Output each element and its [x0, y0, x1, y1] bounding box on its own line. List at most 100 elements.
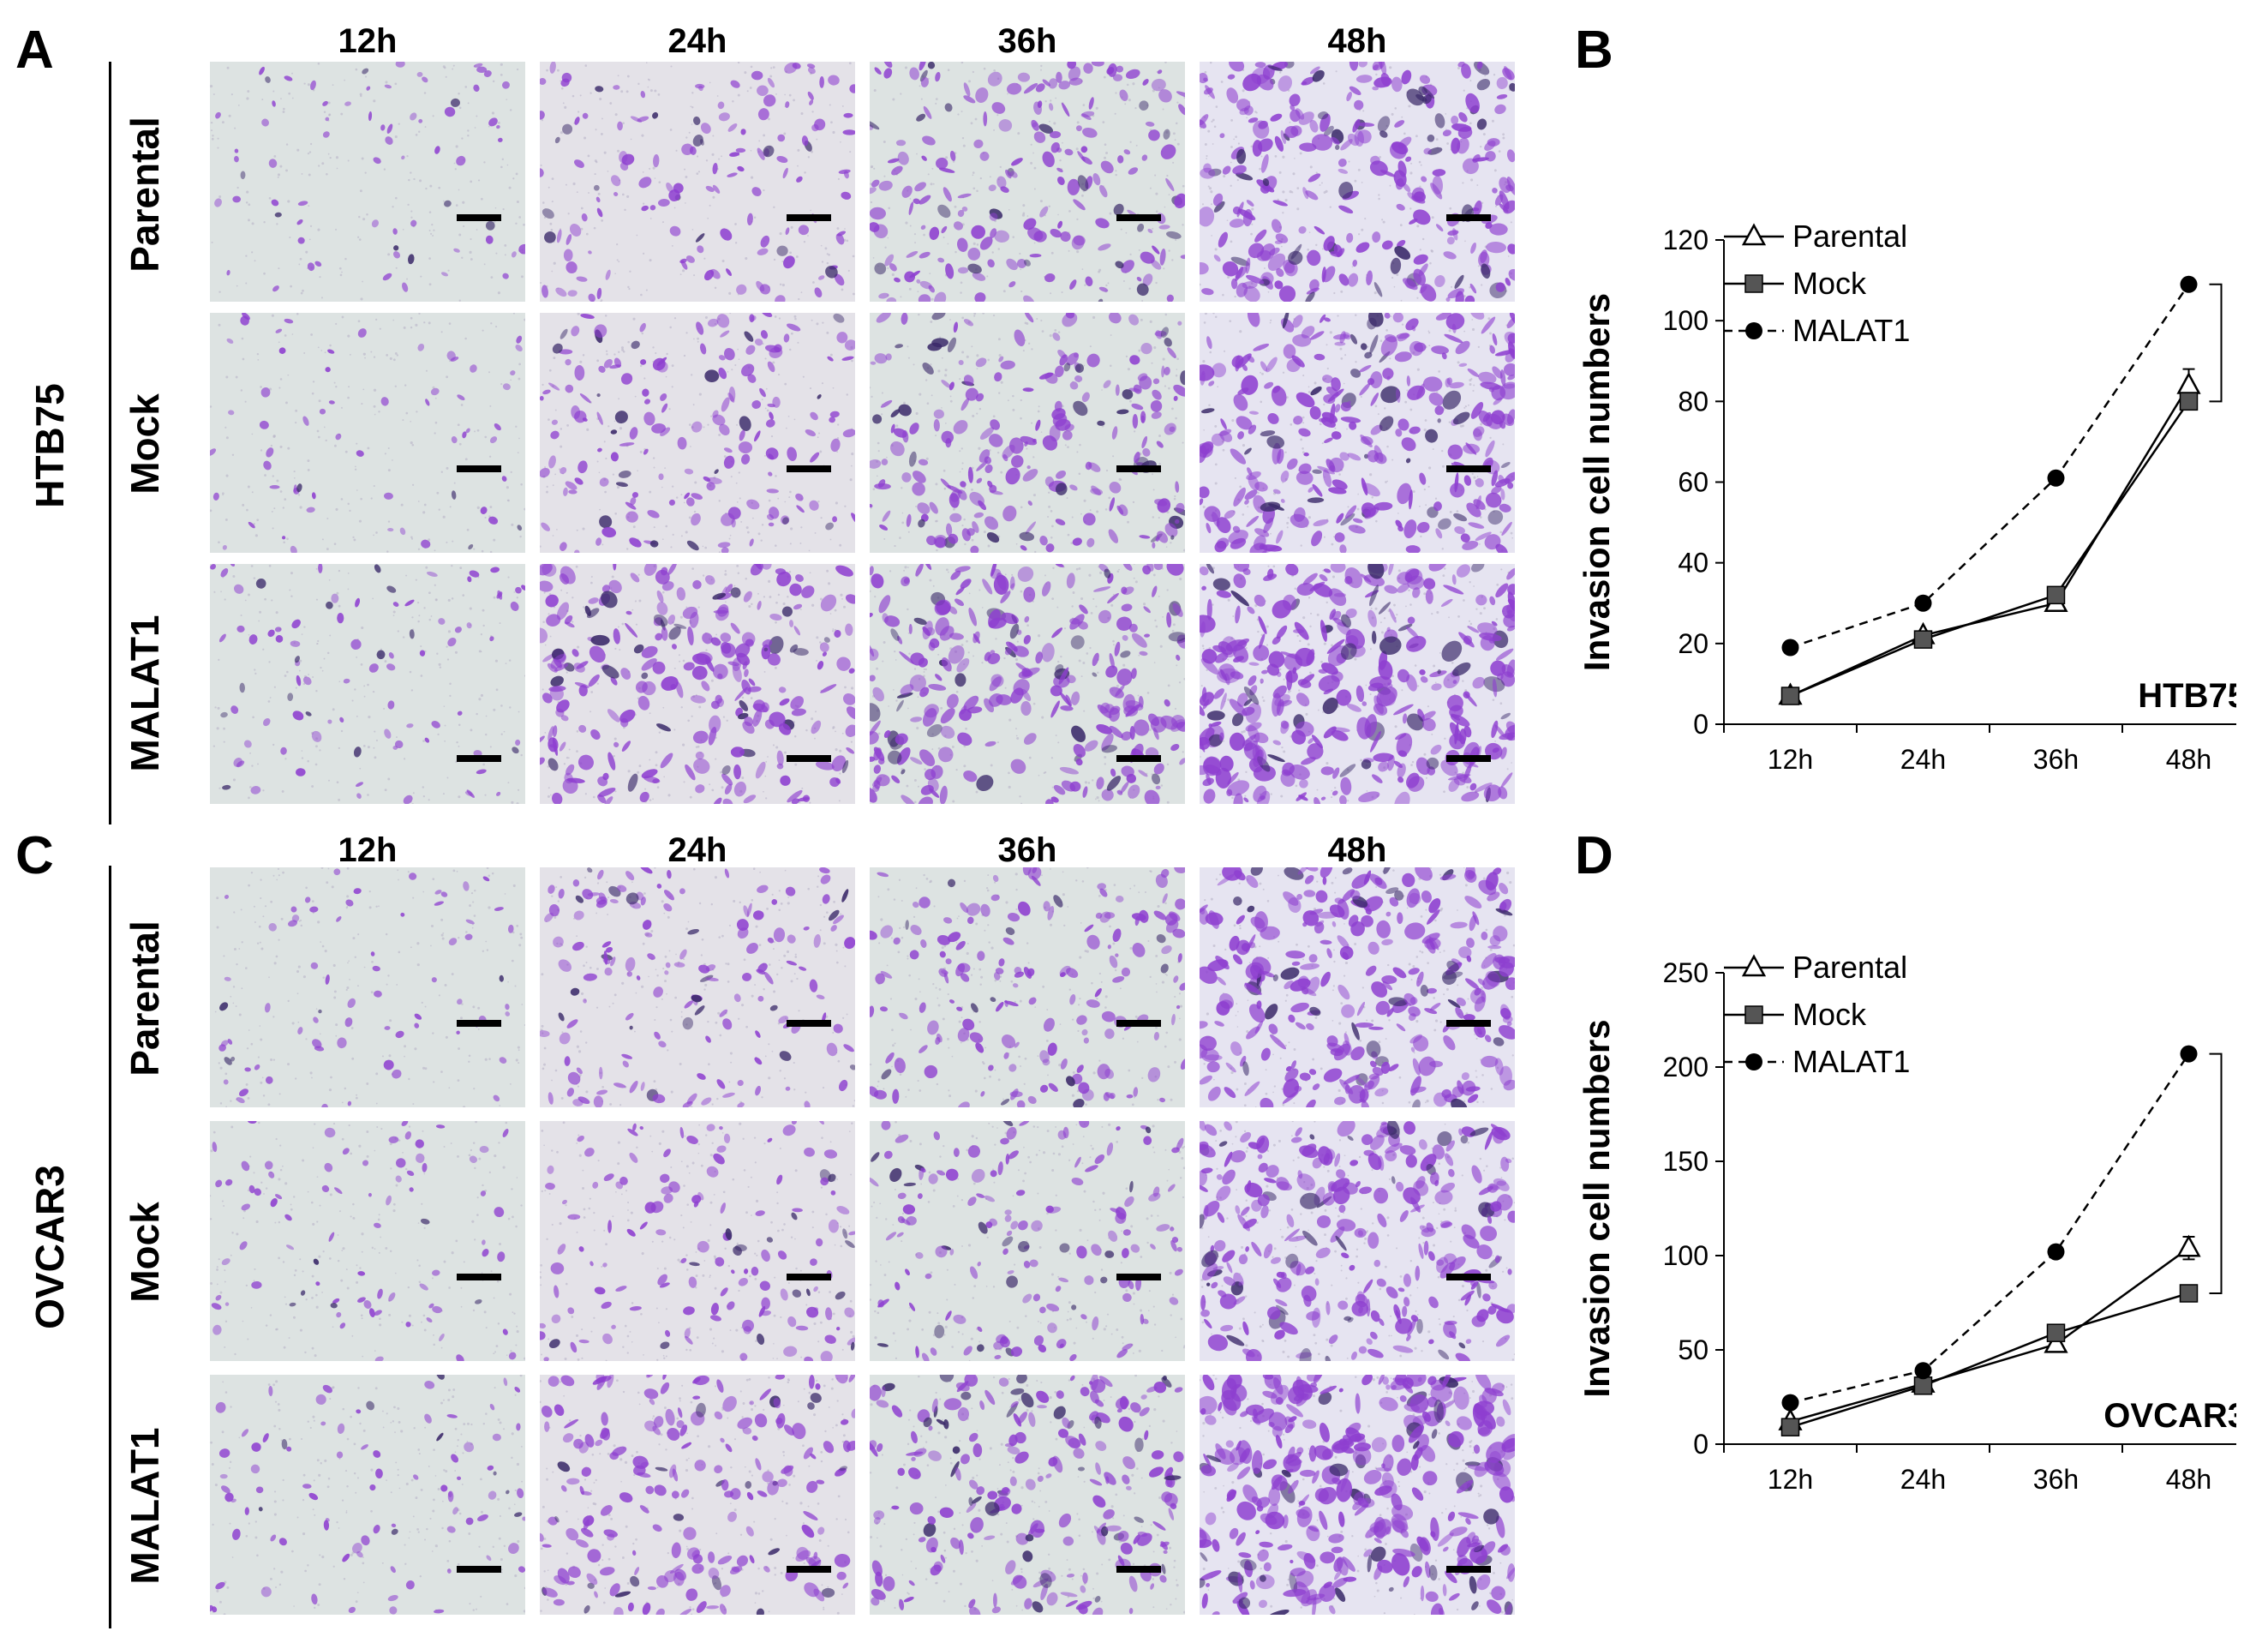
chart-htb75: 0 20 40 60 80 100 120 12h 24h 36h 48h Invasion cell…	[1577, 219, 2236, 775]
micrograph-htb75-parental-48h	[1200, 62, 1515, 302]
scale-bar	[787, 1274, 831, 1280]
legend-label-mock: Mock	[1792, 997, 1867, 1032]
micrograph-ovcar3-parental-24h	[540, 867, 855, 1107]
panel-letter-b: B	[1575, 21, 1613, 80]
panel-letter-d: D	[1575, 826, 1613, 885]
scale-bar	[457, 465, 501, 472]
data-point-malat1-48h	[2180, 275, 2198, 293]
time-header-c-48h: 48h	[1327, 831, 1387, 869]
micrograph-htb75-malat1-24h	[540, 564, 855, 804]
row-label-a-parental: Parental	[123, 117, 167, 273]
legend-label-parental: Parental	[1792, 950, 1907, 985]
scale-bar	[457, 1274, 501, 1280]
row-label-c-malat1: MALAT1	[123, 1427, 167, 1585]
series-line-parental	[1789, 384, 2190, 698]
scale-bar	[1446, 755, 1491, 762]
legend-label-mock: Mock	[1792, 266, 1867, 301]
micrograph-htb75-mock-48h	[1200, 313, 1515, 553]
data-point-malat1-24h	[1914, 1362, 1932, 1380]
time-header-a-48h: 48h	[1327, 22, 1387, 60]
series-line-malat1	[1790, 1052, 2190, 1404]
section-divider-a	[109, 62, 111, 824]
y-tick-label: 80	[1678, 386, 1708, 417]
data-point-mock-24h	[1913, 630, 1933, 649]
chart-annotation: HTB75	[2138, 677, 2236, 715]
data-point-mock-12h	[1780, 687, 1800, 705]
series-line-parental	[1790, 1247, 2190, 1423]
micrograph-ovcar3-mock-48h	[1200, 1121, 1515, 1361]
data-point-malat1-48h	[2180, 1045, 2198, 1063]
micrograph-htb75-parental-12h	[210, 62, 525, 302]
panel-letter-a: A	[15, 21, 54, 80]
time-header-a-36h: 36h	[997, 22, 1057, 60]
x-tick-label: 24h	[1900, 1464, 1946, 1495]
y-tick-label: 200	[1663, 1052, 1708, 1082]
scale-bar	[787, 1566, 831, 1573]
panel-letter-c: C	[15, 826, 54, 885]
legend-label-malat1: MALAT1	[1792, 1044, 1910, 1079]
row-label-a-mock: Mock	[123, 393, 167, 495]
data-point-mock-48h	[2179, 1284, 2199, 1303]
cell-line-label-ovcar3: OVCAR3	[27, 1165, 72, 1329]
y-tick-label: 150	[1663, 1146, 1708, 1177]
section-divider-c	[109, 866, 111, 1628]
y-axis-label: Invasion cell numbers	[1577, 1019, 1617, 1397]
y-tick-label: 100	[1663, 1240, 1708, 1271]
micrograph-htb75-mock-36h	[870, 313, 1185, 553]
scale-bar	[1116, 755, 1161, 762]
series-line-mock	[1790, 400, 2190, 698]
y-tick-label: 0	[1693, 709, 1708, 740]
micrograph-htb75-parental-24h	[540, 62, 855, 302]
series-line-mock	[1790, 1292, 2189, 1429]
time-header-c-36h: 36h	[997, 831, 1057, 869]
y-tick-label: 250	[1663, 957, 1708, 988]
row-label-c-mock: Mock	[123, 1202, 167, 1303]
data-point-malat1-12h	[1781, 1394, 1799, 1412]
significance-bracket	[2209, 1052, 2223, 1294]
scale-bar	[787, 755, 831, 762]
y-tick-label: 40	[1678, 548, 1708, 579]
legend-marker-malat1	[1745, 322, 1762, 339]
x-tick-label: 48h	[2166, 1464, 2211, 1495]
legend-marker-mock	[1744, 274, 1763, 293]
cell-line-label-htb75: HTB75	[27, 383, 72, 508]
chart-annotation: OVCAR3	[2103, 1397, 2236, 1435]
micrograph-htb75-malat1-12h	[210, 564, 525, 804]
scale-bar	[1446, 1274, 1491, 1280]
y-tick-label: 120	[1663, 225, 1708, 255]
x-tick-label: 36h	[2033, 1464, 2079, 1495]
legend-label-malat1: MALAT1	[1792, 313, 1910, 348]
y-tick-label: 20	[1678, 628, 1708, 659]
x-tick-label: 36h	[2033, 744, 2079, 775]
x-tick-label: 12h	[1768, 744, 1813, 775]
y-tick-label: 100	[1663, 305, 1708, 336]
micrograph-ovcar3-parental-12h	[210, 867, 525, 1107]
micrograph-ovcar3-mock-12h	[210, 1121, 525, 1361]
y-tick-label: 60	[1678, 467, 1708, 498]
micrograph-htb75-malat1-36h	[870, 564, 1185, 804]
time-header-c-24h: 24h	[667, 831, 727, 869]
scale-bar	[1446, 1566, 1491, 1573]
micrograph-ovcar3-parental-36h	[870, 867, 1185, 1107]
data-point-malat1-36h	[2047, 1243, 2065, 1261]
scale-bar	[1116, 214, 1161, 221]
micrograph-ovcar3-malat1-48h	[1200, 1375, 1515, 1615]
series-line-malat1	[1790, 284, 2190, 649]
time-header-c-12h: 12h	[338, 831, 398, 869]
legend-marker-mock	[1744, 1005, 1763, 1024]
data-point-malat1-36h	[2047, 469, 2065, 487]
time-header-a-12h: 12h	[338, 22, 398, 60]
data-point-mock-24h	[1913, 1376, 1933, 1395]
scale-bar	[457, 1020, 501, 1027]
data-point-mock-48h	[2179, 392, 2199, 411]
micrograph-ovcar3-mock-24h	[540, 1121, 855, 1361]
data-point-mock-12h	[1780, 1418, 1800, 1436]
scale-bar	[1116, 1566, 1161, 1573]
scale-bar	[787, 214, 831, 221]
scale-bar	[1446, 1020, 1491, 1027]
x-tick-label: 48h	[2166, 744, 2211, 775]
legend-marker-parental	[1741, 223, 1767, 246]
scale-bar	[1116, 465, 1161, 472]
scale-bar	[457, 214, 501, 221]
y-tick-label: 0	[1693, 1429, 1708, 1460]
